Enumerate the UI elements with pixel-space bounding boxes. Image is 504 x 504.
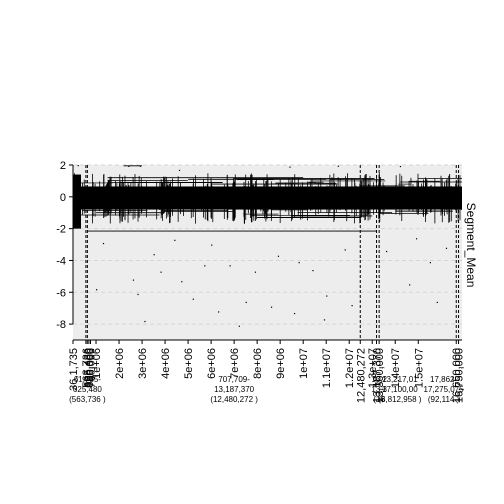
annotation-text: 707,709- [218, 375, 250, 384]
data-point [181, 281, 183, 283]
data-point [254, 271, 257, 273]
data-point [270, 306, 273, 308]
data-point [137, 293, 139, 296]
data-point [218, 311, 220, 313]
annotation-text: 13,217,01 [382, 375, 418, 384]
data-point [323, 319, 326, 321]
x-tick-label: 2e+06 [114, 348, 126, 379]
x-tick-label: 6e+06 [206, 348, 218, 379]
x-tick-label: 13,300,000 [374, 348, 386, 403]
annotation-text: 13,3 [371, 385, 387, 394]
annotation-text: 625,480 [73, 385, 102, 394]
annotation-text: 13,187,370 [214, 385, 255, 394]
x-tick-label: 16,750,000 [454, 348, 466, 403]
annotation-text: (3,812,958 ) [378, 395, 421, 404]
vertical-guides [85, 165, 460, 340]
annotation-text: (12,480,272 ) [210, 395, 258, 404]
data-point [337, 165, 339, 167]
x-tick-label: 1e+06 [91, 348, 103, 379]
annotation-text: 61,735- [74, 375, 101, 384]
y-tick-label: 2 [60, 160, 66, 172]
data-point [344, 249, 346, 251]
data-point [293, 312, 296, 315]
data-point [351, 305, 353, 307]
data-point [429, 262, 431, 264]
data-band [72, 173, 462, 229]
y-tick-label: -4 [56, 255, 66, 267]
data-point [178, 169, 181, 171]
data-point [128, 165, 130, 167]
data-point [436, 301, 438, 304]
data-point [204, 265, 206, 267]
x-tick-label: 690,000 [84, 348, 96, 388]
x-tick-label: 1.3e+07 [367, 348, 379, 388]
data-point [238, 325, 240, 327]
bottom-annotations: 61,735-625,480(563,736 ) 707,709-13,187,3… [69, 375, 464, 404]
data-point [192, 298, 194, 300]
annotation-text: 13,2 [371, 375, 387, 384]
data-point [386, 250, 388, 253]
x-tick-label: 13,187,370 [372, 348, 384, 403]
x-tick-label: 4e+06 [160, 348, 172, 379]
x-tick-label: 7e+06 [229, 348, 241, 379]
points [77, 165, 448, 327]
data-band-fill [73, 174, 81, 229]
data-point [312, 270, 314, 272]
y-axis: 2 0 -2 -4 -6 -8 [56, 160, 74, 331]
segments [87, 165, 453, 232]
data-point [139, 165, 141, 167]
y-axis-label: Segment_Mean [464, 203, 478, 288]
data-point [174, 239, 176, 241]
data-point [160, 271, 162, 273]
data-point [229, 265, 231, 267]
x-axis: 36,1,735 563,736625,480690,000760,0001e+0… [68, 339, 466, 403]
x-tick-label: 9e+06 [275, 348, 287, 379]
data-point [153, 254, 155, 256]
data-point [415, 238, 418, 240]
data-point [298, 262, 300, 264]
x-tick-label: 1.1e+07 [321, 348, 333, 388]
x-tick-label: 8e+06 [252, 348, 264, 379]
x-tick-label: 5e+06 [183, 348, 195, 379]
y-tick-label: 0 [60, 192, 66, 204]
data-point [144, 320, 146, 323]
annotation-text: 17,100,00 [382, 385, 418, 394]
x-tick-label: 16,650,000 [451, 348, 463, 403]
data-point [96, 289, 98, 291]
data-point [245, 301, 247, 304]
x-tick-label: 36,1,735 [68, 348, 80, 391]
x-tick-label: 1e+07 [298, 348, 310, 379]
data-point [77, 227, 80, 229]
x-tick-label: 12,480,272 [355, 348, 367, 403]
annotation-text: (92,114 ) [428, 395, 460, 404]
data-point [289, 166, 291, 168]
data-point [211, 244, 213, 246]
x-tick-label: 760,000 [85, 348, 97, 388]
data-point [102, 242, 105, 245]
x-tick-label: 563,736 [81, 348, 93, 388]
y-tick-label: -8 [56, 319, 66, 331]
data-point [132, 279, 135, 281]
annotation-text: (16 [373, 395, 385, 404]
annotation-text: 17,275,075 [424, 385, 465, 394]
x-tick-label: 3e+06 [137, 348, 149, 379]
annotation-text: 17,862- [430, 375, 457, 384]
x-tick-label: 1.4e+07 [390, 348, 402, 388]
data-point [77, 165, 79, 167]
y-tick-label: -2 [56, 224, 66, 236]
annotation-text: (563,736 ) [69, 395, 106, 404]
y-tick-label: -6 [56, 287, 66, 299]
data-point [277, 255, 280, 257]
x-tick-label: 1.5e+07 [413, 348, 425, 388]
data-point [445, 247, 448, 249]
data-point [409, 284, 411, 286]
data-point [326, 295, 328, 297]
x-tick-label: 625,480 [82, 348, 94, 388]
x-tick-label: 1.2e+07 [344, 348, 356, 388]
data-point [399, 165, 402, 168]
data-band-fill [73, 186, 462, 210]
